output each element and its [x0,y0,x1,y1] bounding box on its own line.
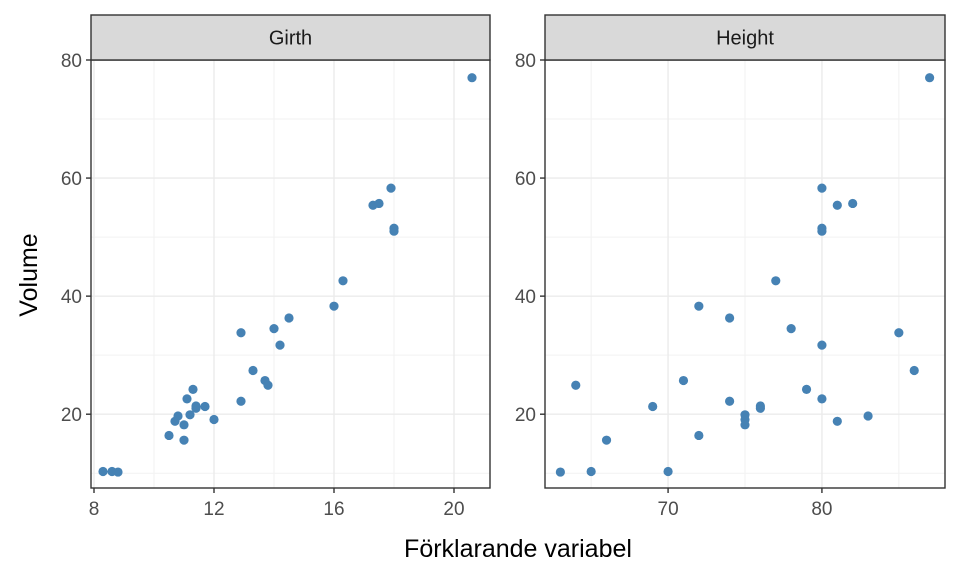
data-point [182,394,192,404]
data-point [725,313,735,323]
data-point [601,435,612,445]
data-point [374,198,384,209]
data-point [236,328,246,338]
data-point [185,410,195,420]
data-point [771,276,781,286]
x-tick-label: 12 [203,499,224,520]
data-point [694,301,704,311]
facet-strip [544,14,946,61]
y-tick-label: 80 [515,51,536,72]
data-point [832,416,842,426]
data-point [786,324,796,334]
panel-height: Height 70 80 20 40 60 80 [515,14,946,520]
data-point [740,414,750,425]
data-point [694,430,704,441]
data-point [386,183,396,193]
y-tick-label: 20 [515,405,536,426]
data-point [555,467,565,477]
data-point [98,466,108,477]
y-tick-label: 60 [61,169,82,190]
data-point [817,183,827,193]
data-point [725,396,735,406]
data-point [164,430,174,441]
data-point [173,411,183,421]
x-tick-label: 8 [89,499,100,520]
y-tick-label: 60 [515,169,536,190]
panel-girth: Girth 8 12 16 20 20 40 60 80 [61,14,491,520]
x-tick-label: 20 [443,499,464,520]
data-point [801,384,812,395]
data-point [817,394,827,404]
series-points [98,73,477,477]
y-axis-title: Volume [15,233,43,316]
data-point [648,401,658,412]
data-point [209,414,219,425]
data-point [663,466,673,477]
y-tick-label: 80 [61,51,82,72]
data-point [467,73,477,83]
data-point [755,401,765,411]
data-point [284,313,294,323]
data-point [113,467,123,477]
x-tick-label: 16 [323,499,344,520]
data-point [248,365,258,376]
data-point [188,384,198,395]
series-points [555,73,935,477]
data-point [269,324,279,334]
data-point [179,435,189,445]
x-tick-label: 80 [811,499,832,520]
facet-strip-label: Height [716,28,774,50]
data-point [179,420,189,430]
data-point [571,380,581,390]
panel-background [91,60,490,488]
data-point [389,226,399,236]
data-point [817,226,827,236]
facet-strip-label: Girth [269,28,312,50]
data-point [191,401,201,411]
facet-strip [90,14,491,61]
data-point [894,328,904,338]
data-point [586,466,596,477]
data-point [329,301,339,311]
data-point [832,200,842,210]
data-point [263,380,273,390]
data-point [848,198,858,209]
y-tick-label: 40 [515,287,536,308]
y-tick-label: 40 [61,287,82,308]
data-point [678,375,689,386]
y-tick-label: 20 [61,405,82,426]
x-axis-title: Förklarande variabel [404,535,632,563]
x-tick-label: 70 [658,499,679,520]
data-point [925,73,935,83]
data-point [909,365,919,376]
data-point [236,396,246,406]
data-point [275,340,285,350]
data-point [200,401,210,412]
data-point [863,411,873,421]
data-point [817,340,827,350]
data-point [338,276,348,286]
